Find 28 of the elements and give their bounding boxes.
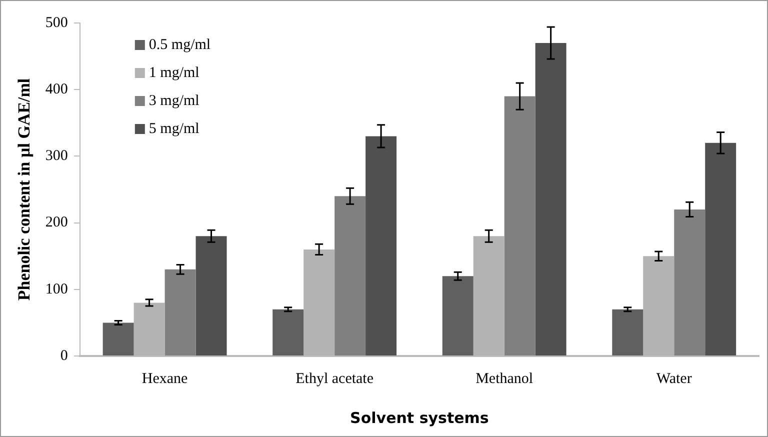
- bar: [504, 96, 536, 356]
- x-tick-label: Methanol: [476, 370, 534, 387]
- y-axis-title: Phenolic content in µl GAE/ml: [14, 78, 34, 301]
- bar: [334, 196, 366, 356]
- bar: [196, 236, 227, 356]
- bar: [102, 322, 134, 356]
- x-tick-label: Water: [656, 370, 692, 387]
- bar: [164, 269, 196, 356]
- x-axis-title: Solvent systems: [350, 408, 489, 427]
- bar: [442, 276, 474, 356]
- legend-label: 0.5 mg/ml: [148, 36, 211, 53]
- y-tick-label: 0: [60, 348, 68, 364]
- bar: [612, 309, 644, 356]
- bar: [705, 142, 736, 356]
- x-tick-label: Hexane: [142, 370, 188, 387]
- legend-label: 1 mg/ml: [148, 64, 200, 81]
- y-tick-label: 500: [45, 14, 68, 31]
- y-tick-label: 300: [45, 148, 68, 164]
- bar: [535, 42, 566, 356]
- legend-label: 3 mg/ml: [148, 92, 200, 109]
- y-tick-label: 400: [45, 82, 68, 98]
- y-tick-label: 200: [45, 214, 68, 231]
- bar: [674, 209, 706, 356]
- bar: [366, 136, 397, 356]
- bar: [272, 309, 304, 356]
- x-tick-label: Ethyl acetate: [296, 370, 374, 387]
- y-tick-label: 100: [45, 281, 68, 298]
- legend-label: 5 mg/ml: [148, 120, 200, 137]
